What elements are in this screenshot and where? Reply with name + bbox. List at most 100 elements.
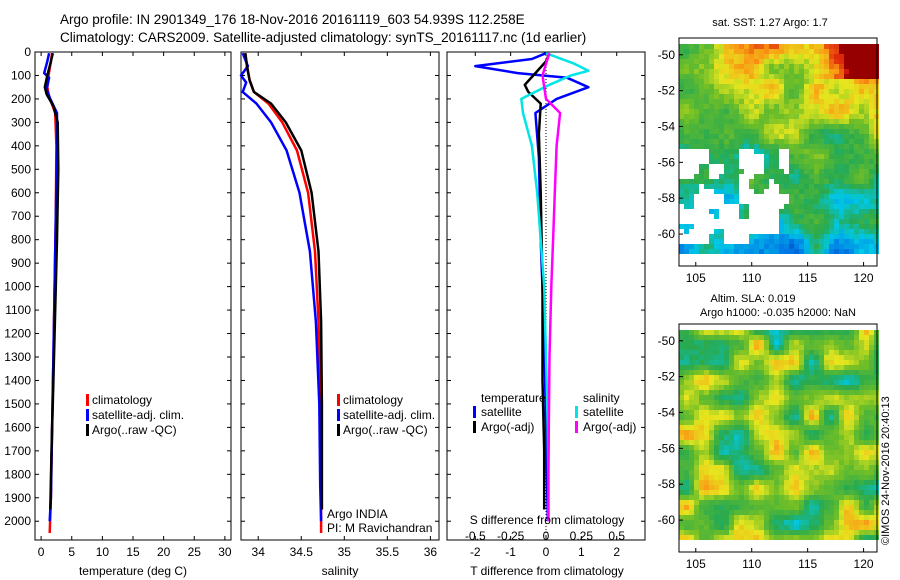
map-cell <box>699 380 704 385</box>
legend-label-argo: Argo(..raw -QC) <box>343 423 428 437</box>
map-cell <box>779 470 784 475</box>
map-cell <box>684 345 689 350</box>
map-cell <box>709 79 714 84</box>
legend-label-climatology: climatology <box>343 393 403 407</box>
map-cell <box>834 370 839 375</box>
map-cell <box>744 390 749 395</box>
map-cell <box>729 174 734 179</box>
map-cell <box>709 420 714 425</box>
map-cell <box>809 219 814 224</box>
map-cell <box>734 99 739 104</box>
map-cell <box>814 385 819 390</box>
map-cell <box>719 520 724 525</box>
map-cell <box>784 360 789 365</box>
map-cell <box>799 224 804 229</box>
map-cell <box>699 249 704 254</box>
map-cell <box>739 510 744 515</box>
map-cell <box>834 525 839 530</box>
map-cell <box>759 475 764 480</box>
map-cell <box>829 234 834 239</box>
map-cell <box>704 495 709 500</box>
map-cell <box>799 470 804 475</box>
map-cell <box>864 500 869 505</box>
map-cell <box>869 500 874 505</box>
map-cell <box>859 525 864 530</box>
map-cell <box>789 194 794 199</box>
map-cell <box>799 154 804 159</box>
map-cell <box>849 194 854 199</box>
map-cell <box>809 535 814 540</box>
map-cell <box>869 94 874 99</box>
map-cell <box>719 340 724 345</box>
map-cell <box>779 224 784 229</box>
map-cell <box>849 495 854 500</box>
map-cell <box>814 54 819 59</box>
map-cell <box>794 450 799 455</box>
map-cell <box>849 44 854 49</box>
map-cell <box>784 49 789 54</box>
map-cell <box>679 390 684 395</box>
map-cell <box>764 99 769 104</box>
map-cell <box>834 94 839 99</box>
map-cell <box>849 244 854 249</box>
map-cell <box>739 525 744 530</box>
map-cell <box>759 515 764 520</box>
map-cell <box>854 144 859 149</box>
map-cell <box>854 149 859 154</box>
map-cell <box>869 485 874 490</box>
map-cell <box>869 204 874 209</box>
map-cell <box>679 385 684 390</box>
map-cell <box>774 345 779 350</box>
map-cell <box>849 410 854 415</box>
map-cell <box>794 385 799 390</box>
map-cell <box>839 204 844 209</box>
map-cell <box>869 154 874 159</box>
map-cell <box>839 219 844 224</box>
map-cell <box>729 59 734 64</box>
map-cell <box>859 49 864 54</box>
map-cell <box>799 425 804 430</box>
map-cell <box>704 164 709 169</box>
map-cell <box>824 209 829 214</box>
legend-label-satellite: satellite-adj. clim. <box>343 408 435 422</box>
map-cell <box>804 395 809 400</box>
map-cell <box>694 365 699 370</box>
x-tick-label: 34.5 <box>290 545 314 559</box>
map-cell <box>809 89 814 94</box>
map-cell <box>759 375 764 380</box>
map-cell <box>689 490 694 495</box>
map-cell <box>829 440 834 445</box>
map-cell <box>859 129 864 134</box>
map-cell <box>839 159 844 164</box>
map-cell <box>789 415 794 420</box>
map-cell <box>834 515 839 520</box>
map-cell <box>844 450 849 455</box>
map-cell <box>729 455 734 460</box>
map-cell <box>724 89 729 94</box>
map-cell <box>784 530 789 535</box>
map-cell <box>809 134 814 139</box>
map-cell <box>709 515 714 520</box>
map-cell <box>854 49 859 54</box>
map-cell <box>714 460 719 465</box>
map-cell <box>849 485 854 490</box>
map-cell <box>834 440 839 445</box>
map-cell <box>844 139 849 144</box>
map-cell <box>769 239 774 244</box>
map-cell <box>699 54 704 59</box>
map-cell <box>774 390 779 395</box>
map-cell <box>789 365 794 370</box>
map-cell <box>689 370 694 375</box>
map-cell <box>784 134 789 139</box>
s-difference-axis: -0.5-0.2500.250.5 <box>465 529 625 543</box>
map-cell <box>729 380 734 385</box>
map-cell <box>779 475 784 480</box>
map-cell <box>694 69 699 74</box>
map-cell <box>679 64 684 69</box>
map-cell <box>804 89 809 94</box>
map-cell <box>829 219 834 224</box>
map-cell <box>699 515 704 520</box>
map-cell <box>694 440 699 445</box>
map-cell <box>709 485 714 490</box>
map-cell <box>734 174 739 179</box>
